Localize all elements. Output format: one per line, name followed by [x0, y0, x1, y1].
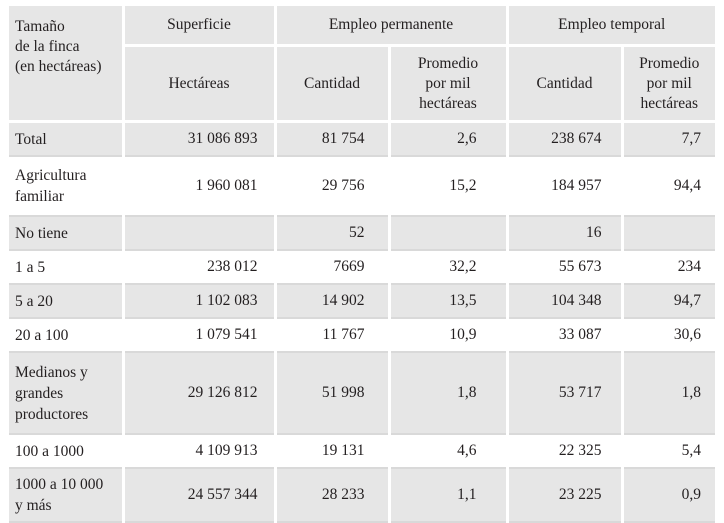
header-perm-promedio-line: por mil [425, 74, 471, 92]
cell-perm-cantidad: 81 754 [275, 121, 391, 157]
cell-temp-cantidad: 53 717 [507, 352, 624, 435]
header-perm-promedio-line: Promedio [417, 54, 479, 72]
cell-temp-promedio: 94,4 [622, 156, 716, 217]
row-label: 1000 a 10 000 y más [9, 468, 125, 523]
row-label-line: Total [15, 130, 47, 148]
cell-temp-promedio: 7,7 [622, 121, 716, 157]
row-label-line: familiar [15, 188, 65, 205]
cell-perm-promedio: 1,1 [389, 468, 509, 523]
cell-temp-cantidad: 55 673 [507, 250, 624, 285]
header-perm-promedio: Promedio por mil hectáreas [389, 45, 509, 123]
cell-temp-cantidad: 33 087 [507, 318, 624, 353]
cell-perm-cantidad: 11 767 [275, 318, 391, 353]
cell-temp-cantidad: 16 [507, 216, 624, 251]
header-superficie: Superficie [123, 6, 277, 47]
row-label-line: 20 a 100 [15, 326, 69, 344]
row-label-line: Agricultura [15, 167, 87, 184]
header-temp-cantidad: Cantidad [507, 45, 624, 123]
cell-perm-cantidad: 19 131 [275, 434, 391, 469]
cell-hectareas [123, 216, 277, 251]
row-label: 5 a 20 [9, 284, 125, 319]
cell-hectareas: 31 086 893 [123, 121, 277, 157]
cell-temp-promedio: 1,8 [622, 352, 716, 435]
cell-temp-promedio: 94,7 [622, 284, 716, 319]
row-label-line: grandes [15, 384, 64, 402]
header-farm-size-line: Tamaño [15, 18, 65, 35]
cell-perm-cantidad: 14 902 [275, 284, 391, 319]
header-perm-promedio-line: hectáreas [419, 94, 477, 112]
cell-temp-cantidad: 22 325 [507, 434, 624, 469]
cell-perm-promedio: 4,6 [389, 434, 509, 469]
cell-hectareas: 24 557 344 [123, 468, 277, 523]
header-empleo-temporal: Empleo temporal [507, 6, 716, 47]
table-row-no-tiene: No tiene 52 16 [9, 216, 716, 251]
row-label: 1 a 5 [9, 250, 125, 285]
table-row-total: Total 31 086 893 81 754 2,6 238 674 7,7 [9, 121, 716, 157]
cell-perm-cantidad: 29 756 [275, 156, 391, 217]
row-label-line: 5 a 20 [15, 292, 53, 310]
header-temp-promedio-line: hectáreas [640, 94, 699, 112]
cell-hectareas: 1 960 081 [123, 156, 277, 217]
cell-temp-promedio: 0,9 [622, 468, 716, 523]
cell-hectareas: 29 126 812 [123, 352, 277, 435]
header-hectareas: Hectáreas [123, 45, 277, 123]
cell-perm-promedio: 2,6 [389, 121, 509, 157]
header-temp-promedio: Promedio por mil hectáreas [622, 45, 716, 123]
row-label-line: y más [15, 497, 52, 514]
row-label-line: No tiene [15, 224, 68, 242]
header-perm-cantidad: Cantidad [275, 45, 391, 123]
row-label: 20 a 100 [9, 318, 125, 353]
table-row-agricultura-familiar: Agricultura familiar 1 960 081 29 756 15… [9, 156, 716, 217]
cell-perm-cantidad: 7669 [275, 250, 391, 285]
cell-temp-cantidad: 184 957 [507, 156, 624, 217]
table-row-5-a-20: 5 a 20 1 102 083 14 902 13,5 104 348 94,… [9, 284, 716, 319]
cell-temp-cantidad: 238 674 [507, 121, 624, 157]
table-row-medianos-grandes: Medianos y grandes productores 29 126 81… [9, 352, 716, 435]
row-label: Total [9, 121, 125, 157]
header-empleo-permanente: Empleo permanente [275, 6, 509, 47]
header-farm-size: Tamaño de la finca (en hectáreas) [9, 6, 125, 123]
table-row-20-a-100: 20 a 100 1 079 541 11 767 10,9 33 087 30… [9, 318, 716, 353]
cell-perm-promedio: 15,2 [389, 156, 509, 217]
cell-perm-promedio: 10,9 [389, 318, 509, 353]
table-row-1-a-5: 1 a 5 238 012 7669 32,2 55 673 234 [9, 250, 716, 285]
cell-hectareas: 1 102 083 [123, 284, 277, 319]
cell-perm-promedio [389, 216, 509, 251]
cell-hectareas: 4 109 913 [123, 434, 277, 469]
cell-temp-cantidad: 23 225 [507, 468, 624, 523]
cell-hectareas: 238 012 [123, 250, 277, 285]
cell-perm-cantidad: 28 233 [275, 468, 391, 523]
cell-temp-promedio: 30,6 [622, 318, 716, 353]
table-row-100-a-1000: 100 a 1000 4 109 913 19 131 4,6 22 325 5… [9, 434, 716, 469]
cell-perm-promedio: 1,8 [389, 352, 509, 435]
cell-temp-promedio [622, 216, 716, 251]
row-label-line: 1000 a 10 000 [15, 476, 104, 493]
header-temp-promedio-line: Promedio [639, 54, 700, 72]
header-farm-size-line: (en hectáreas) [15, 58, 102, 75]
cell-perm-cantidad: 52 [275, 216, 391, 251]
row-label: Medianos y grandes productores [9, 352, 125, 435]
row-label: Agricultura familiar [9, 156, 125, 217]
row-label-line: Medianos y [15, 363, 88, 381]
table-row-1000-a-10000: 1000 a 10 000 y más 24 557 344 28 233 1,… [9, 468, 716, 523]
header-temp-promedio-line: por mil [646, 74, 692, 92]
cell-temp-promedio: 5,4 [622, 434, 716, 469]
row-label: 100 a 1000 [9, 434, 125, 469]
farm-employment-table: Tamaño de la finca (en hectáreas) Superf… [9, 6, 716, 523]
cell-perm-cantidad: 51 998 [275, 352, 391, 435]
cell-temp-cantidad: 104 348 [507, 284, 624, 319]
row-label-line: productores [15, 405, 89, 423]
row-label-line: 1 a 5 [15, 258, 46, 276]
cell-perm-promedio: 13,5 [389, 284, 509, 319]
header-farm-size-line: de la finca [15, 38, 80, 55]
cell-hectareas: 1 079 541 [123, 318, 277, 353]
cell-perm-promedio: 32,2 [389, 250, 509, 285]
cell-temp-promedio: 234 [622, 250, 716, 285]
row-label: No tiene [9, 216, 125, 251]
row-label-line: 100 a 1000 [15, 442, 84, 460]
